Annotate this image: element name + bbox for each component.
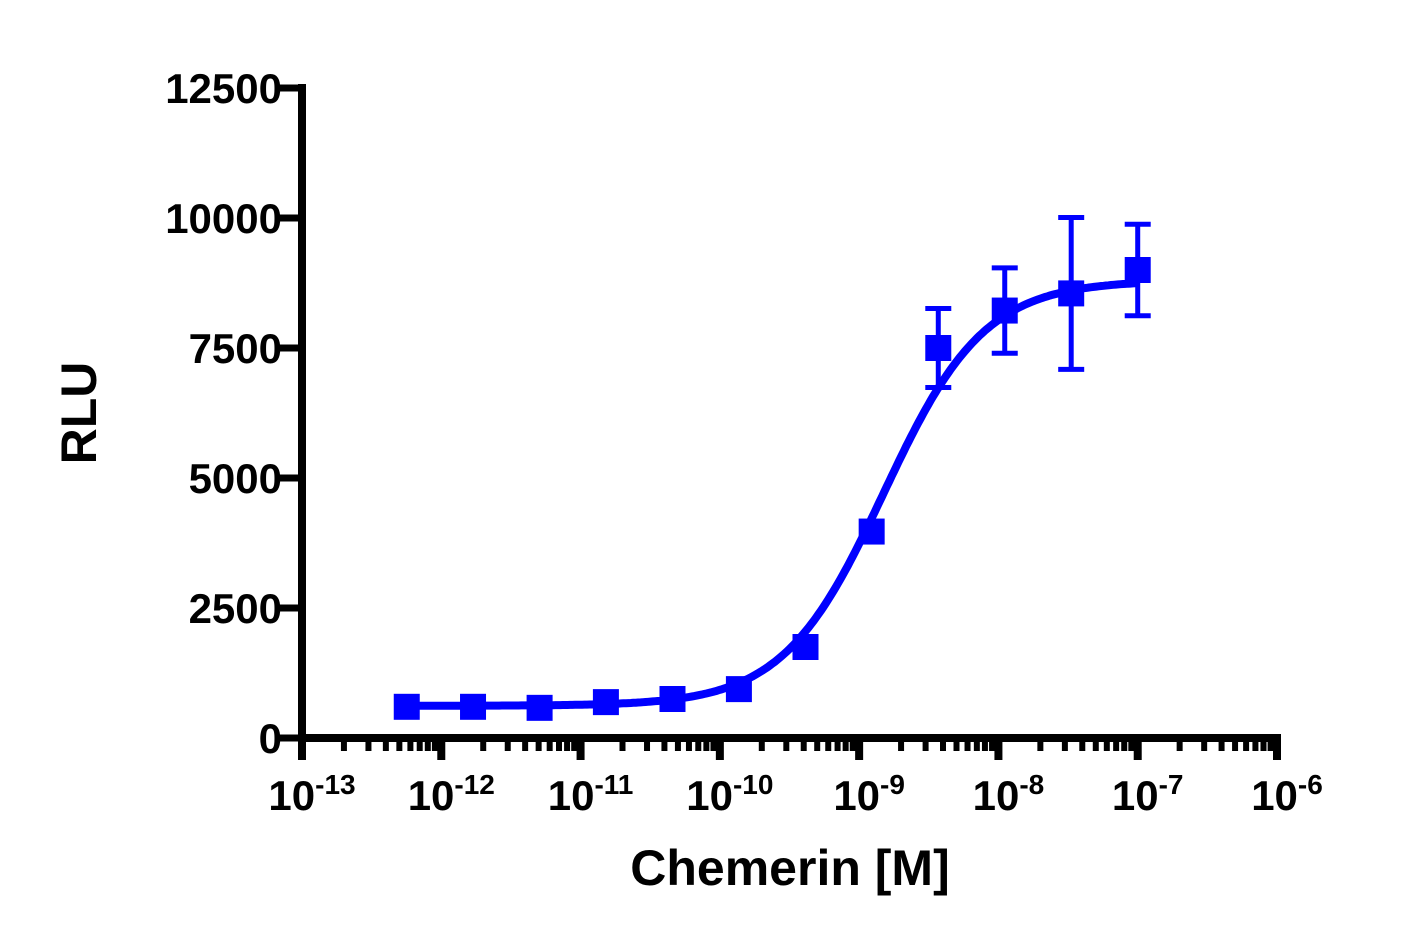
x-tick-label: 10-12 [408, 769, 495, 819]
data-point [1058, 280, 1085, 307]
data-point [792, 634, 819, 660]
x-tick-label: 10-8 [973, 769, 1045, 819]
x-tick-label: 10-13 [268, 769, 355, 819]
x-axis-label: Chemerin [M] [630, 840, 949, 896]
x-tick-label: 10-7 [1112, 769, 1184, 819]
data-point [725, 676, 752, 703]
data-point [1124, 257, 1151, 283]
data-point [393, 693, 420, 720]
axes: 0 2500 5000 7500 10000 12500 10-13 10-12 10-11 10… [165, 65, 1323, 819]
data-point [526, 694, 553, 721]
x-tick-label: 10-9 [833, 769, 905, 819]
data-points-layer [393, 214, 1151, 721]
x-tick-label: 10-11 [548, 769, 634, 819]
x-tick-label: 10-10 [686, 769, 773, 819]
y-axis-label: RLU [51, 362, 107, 465]
x-tick-label: 10-6 [1251, 769, 1323, 819]
y-tick-label: 12500 [165, 65, 282, 112]
y-tick-label: 7500 [189, 325, 282, 372]
y-tick-label: 0 [259, 715, 282, 762]
data-point [460, 693, 487, 720]
data-point [991, 297, 1018, 324]
data-point [659, 686, 686, 712]
y-tick-label: 10000 [165, 195, 282, 242]
y-tick-label: 2500 [189, 585, 282, 632]
fit-curve-layer [406, 279, 1139, 710]
fit-curve [406, 279, 1139, 710]
y-tick-label: 5000 [189, 455, 282, 502]
data-point [925, 335, 952, 361]
data-point [592, 689, 619, 716]
data-point [858, 518, 885, 545]
